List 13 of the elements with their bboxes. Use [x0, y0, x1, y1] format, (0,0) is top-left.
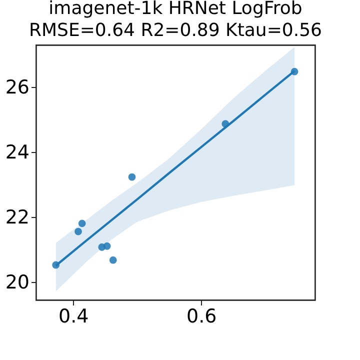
y-tick-label: 24	[5, 142, 30, 164]
x-tick-label: 0.4	[58, 306, 89, 328]
y-tick-label: 20	[5, 271, 30, 294]
point	[78, 220, 86, 228]
x-tick-label: 0.6	[186, 306, 217, 328]
y-tick-label: 22	[5, 206, 30, 228]
point	[109, 256, 117, 264]
text: RMSE=0.64 R2=0.89 Ktau=0.56	[28, 20, 322, 41]
point	[128, 173, 136, 181]
point	[74, 228, 82, 236]
point	[103, 242, 111, 250]
y-tick-label: 26	[5, 76, 30, 99]
text: imagenet-1k HRNet LogFrob	[48, 0, 302, 19]
